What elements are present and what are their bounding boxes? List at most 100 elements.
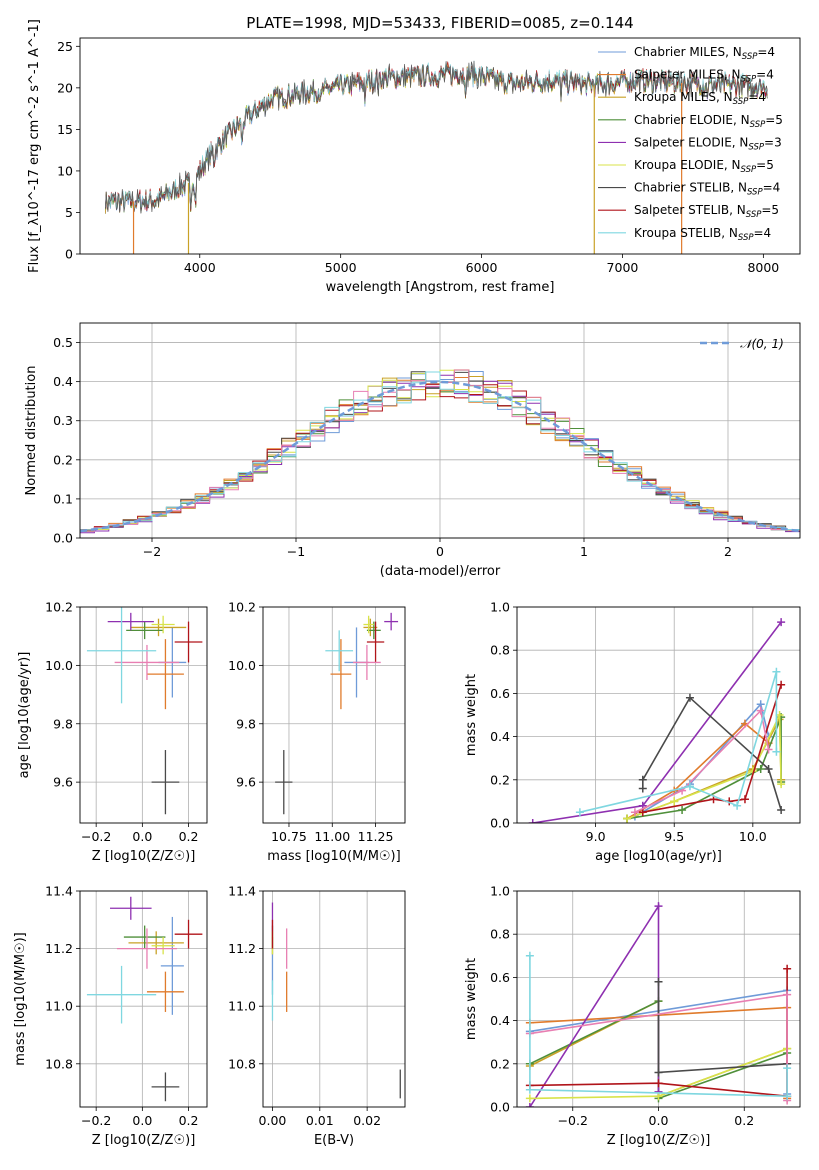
y-axis-label: mass [log10(M/M☉)] (13, 932, 28, 1065)
weight-marker (623, 814, 632, 823)
weight-line (634, 709, 770, 813)
tick-label-y: 9.6 (53, 775, 73, 790)
weight-marker (764, 745, 773, 754)
legend-label: Kroupa STELIB, NSSP=4 (634, 226, 771, 243)
weight-marker (777, 680, 786, 689)
tick-label-x: 9.0 (586, 829, 606, 844)
axes-frame (516, 606, 801, 824)
figure-title: PLATE=1998, MJD=53433, FIBERID=0085, z=0… (246, 14, 633, 32)
legend-label: Chabrier STELIB, NSSP=4 (634, 181, 780, 198)
y-axis-label: age [log10(age/yr)] (17, 652, 32, 779)
tick-label-x: 0.2 (179, 1113, 199, 1128)
plot-area-spectrum (105, 60, 768, 254)
weight-marker (638, 775, 647, 784)
errorbar-point (384, 612, 399, 631)
panel-mass_vs_EBV: 0.00 0.01 0.02 10.8 11.0 11.2 11.4 E(B-V) (228, 884, 406, 1148)
tick-label-y: 15 (57, 122, 73, 137)
legend-label: Salpeter MILES, NSSP=4 (634, 68, 774, 85)
errorbar-point (107, 612, 154, 631)
weight-marker (783, 1064, 792, 1073)
weight-series (623, 711, 786, 823)
weight-marker (685, 693, 694, 702)
tick-label-y: 0.4 (53, 374, 73, 389)
tick-label-y: 11.0 (228, 999, 256, 1014)
axes-frame (79, 606, 208, 824)
tick-label-y: 0.0 (490, 1100, 510, 1115)
tick-label-y: 0 (65, 247, 73, 262)
errorbar-point (146, 639, 184, 710)
x-axis-label: Z [log10(Z/Z☉)] (92, 849, 196, 864)
tick-label-y: 0.8 (490, 643, 510, 658)
legend-label: Kroupa MILES, NSSP=4 (634, 90, 766, 107)
weight-marker (525, 1085, 534, 1094)
tick-label-y: 0.2 (490, 772, 510, 787)
weight-marker (670, 797, 679, 806)
legend-label: Chabrier MILES, NSSP=4 (634, 45, 775, 62)
tick-label-y: 11.2 (45, 941, 73, 956)
tick-label-x: 10.0 (739, 829, 767, 844)
tick-label-y: 0.0 (490, 816, 510, 831)
tick-label-y: 1.0 (490, 600, 510, 615)
tick-label-x: 0.2 (734, 1113, 754, 1128)
tick-label-y: 0.8 (490, 927, 510, 942)
tick-label-x: 4000 (184, 260, 216, 275)
tick-label-y: 0.4 (490, 729, 510, 744)
errorbar-point (275, 750, 293, 815)
tick-label-x: −2 (143, 544, 161, 559)
tick-label-x: 0.02 (353, 1113, 381, 1128)
tick-label-y: 25 (57, 39, 73, 54)
panel-massweight_vs_Z: −0.2 0.0 0.2 0.0 0.2 0.4 0.6 0.8 1.0 Z [log10(Z/Z… (464, 884, 801, 1148)
tick-label-y: 11.4 (45, 884, 73, 899)
tick-label-y: 10.2 (228, 600, 256, 615)
tick-label-x: 6000 (466, 260, 498, 275)
errorbar-point (86, 965, 157, 1024)
tick-label-x: 2 (724, 544, 732, 559)
errorbar-point (116, 928, 177, 969)
errorbar-point (123, 925, 166, 949)
errorbar-point (151, 937, 175, 955)
plot-area-mass_vs_EBV (271, 902, 401, 1099)
weight-series (575, 667, 781, 817)
weight-line (529, 955, 788, 1098)
plot-area-massweight_vs_age (528, 618, 786, 823)
tick-label-x: −0.2 (81, 829, 111, 844)
tick-label-y: 5 (65, 205, 73, 220)
tick-label-y: 0.6 (490, 970, 510, 985)
weight-marker (740, 795, 749, 804)
errorbar-point (86, 607, 157, 704)
tick-label-x: 11.00 (314, 829, 350, 844)
tick-label-y: 0.2 (490, 1056, 510, 1071)
tick-label-y: 1.0 (490, 884, 510, 899)
errorbar-point (353, 644, 381, 680)
tick-label-x: 0.01 (306, 1113, 334, 1128)
tick-label-y: 0.0 (53, 531, 73, 546)
errorbar-point (151, 1072, 180, 1102)
panel-residual_histogram: −2 −1 0 1 2 0.0 0.1 0.2 0.3 0.4 0.5 (data-model)/er… (24, 322, 801, 579)
y-axis-label: Normed distribution (24, 366, 39, 496)
errorbar-point (130, 618, 187, 637)
tick-label-x: 11.25 (358, 829, 394, 844)
tick-label-x: 0.0 (132, 1113, 152, 1128)
tick-label-x: 0.00 (259, 1113, 287, 1128)
weight-marker (733, 801, 742, 810)
weight-marker (630, 808, 639, 817)
tick-label-x: −0.2 (558, 1113, 588, 1128)
tick-label-x: −0.2 (81, 1113, 111, 1128)
tick-label-y: 10.8 (228, 1056, 256, 1071)
legend-label: Salpeter STELIB, NSSP=5 (634, 203, 779, 220)
errorbar-point (151, 615, 175, 634)
plot-area-age_vs_mass (275, 612, 399, 815)
weight-marker (654, 902, 663, 911)
axes-frame (79, 37, 801, 255)
y-axis-label: mass weight (464, 958, 479, 1040)
tick-label-x: 0.0 (649, 1113, 669, 1128)
histogram-legend: 𝒩(0, 1) (700, 337, 784, 351)
tick-label-x: 10.75 (271, 829, 307, 844)
weight-series (630, 706, 773, 817)
tick-label-y: 10.8 (45, 1056, 73, 1071)
tick-label-y: 11.4 (228, 884, 256, 899)
weight-marker (525, 1103, 534, 1107)
tick-label-x: −1 (287, 544, 305, 559)
tick-label-y: 9.8 (53, 716, 73, 731)
